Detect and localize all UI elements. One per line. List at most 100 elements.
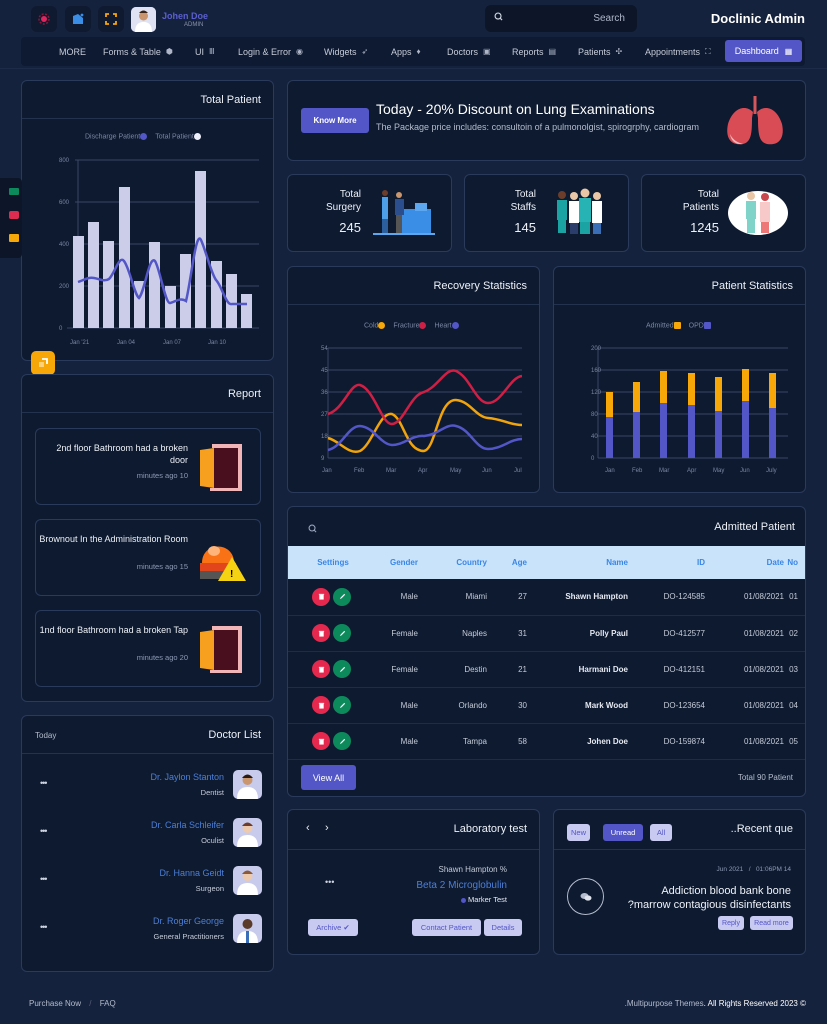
more-options-icon[interactable]: ••• bbox=[40, 826, 48, 836]
svg-text:Jan: Jan bbox=[322, 468, 332, 474]
col-gender[interactable]: Gender bbox=[378, 546, 418, 579]
trash-icon bbox=[318, 594, 324, 600]
fullscreen-button[interactable] bbox=[98, 6, 124, 32]
search-icon[interactable] bbox=[308, 524, 317, 533]
corner-action-button[interactable] bbox=[31, 351, 55, 375]
edit-button[interactable] bbox=[333, 624, 351, 642]
search-input[interactable]: Search bbox=[593, 13, 625, 24]
edit-button[interactable] bbox=[333, 660, 351, 678]
svg-text:May: May bbox=[713, 468, 724, 474]
prev-icon[interactable]: ‹ bbox=[306, 822, 310, 834]
delete-button[interactable] bbox=[312, 696, 330, 714]
more-options-icon[interactable]: ••• bbox=[40, 922, 48, 932]
notification-button[interactable] bbox=[65, 6, 91, 32]
nav-forms-table[interactable]: Forms & Table ⬢ bbox=[103, 37, 173, 66]
reply-button[interactable]: Reply bbox=[718, 916, 744, 930]
svg-text:July: July bbox=[766, 468, 777, 474]
nav-dashboard[interactable]: Dashboard ▦ bbox=[725, 40, 802, 62]
doctor-item[interactable]: ••• Dr. Carla Schleifer Oculist bbox=[22, 818, 273, 858]
view-all-button[interactable]: View All bbox=[301, 765, 356, 790]
col-country[interactable]: Country bbox=[418, 546, 487, 579]
medical-icon: ▣ bbox=[483, 47, 491, 56]
table-row[interactable]: Male Tampa 58 Johen Doe DO-159874 01/08/… bbox=[288, 723, 805, 760]
total-patient-chart: 800 600 400 200 0 Jan '21 Jan 04 Jan 07 Jan 10 bbox=[59, 158, 259, 346]
tab-all[interactable]: All bbox=[650, 824, 672, 841]
briefcase-icon[interactable] bbox=[9, 234, 19, 242]
delete-button[interactable] bbox=[312, 660, 330, 678]
faq-link[interactable]: FAQ bbox=[99, 999, 116, 1008]
read-more-button[interactable]: Read more bbox=[750, 916, 793, 930]
table-row[interactable]: Female Naples 31 Polly Paul DO-412577 01… bbox=[288, 615, 805, 652]
nav-doctors[interactable]: Doctors ▣ bbox=[447, 37, 491, 66]
theme-link[interactable]: .Multipurpose Themes bbox=[624, 999, 704, 1008]
stat-card-staffs: Total Staffs 145 bbox=[464, 174, 629, 252]
lab-test-name[interactable]: Beta 2 Microglobulin bbox=[416, 880, 507, 891]
purchase-now-link[interactable]: Purchase Now bbox=[29, 999, 82, 1008]
nav-widgets[interactable]: Widgets ➶ bbox=[324, 37, 368, 66]
more-options-icon[interactable]: ••• bbox=[40, 778, 48, 788]
search-box[interactable]: Search bbox=[485, 5, 637, 32]
cell-age: 58 bbox=[487, 723, 527, 760]
user-name[interactable]: Johen Doe bbox=[162, 11, 209, 21]
cell-name: Mark Wood bbox=[527, 687, 628, 724]
col-age[interactable]: Age bbox=[487, 546, 527, 579]
doctor-item[interactable]: ••• Dr. Hanna Geidt Surgeon bbox=[22, 866, 273, 906]
nav-reports[interactable]: Reports ▤ bbox=[512, 37, 556, 66]
nav-ui[interactable]: UI Ⅲ bbox=[195, 37, 215, 66]
record-icon: ◉ bbox=[296, 47, 304, 56]
edit-button[interactable] bbox=[333, 587, 351, 606]
door-icon bbox=[200, 626, 242, 673]
nav-patients[interactable]: Patients ✣ bbox=[578, 37, 622, 66]
details-button[interactable]: Details bbox=[484, 919, 522, 936]
settings-button[interactable] bbox=[31, 6, 57, 32]
cell-name: Polly Paul bbox=[527, 615, 628, 652]
report-item[interactable]: 2nd floor Bathroom had a broken door min… bbox=[35, 428, 261, 505]
table-row[interactable]: Male Miami 27 Shawn Hampton DO-124585 01… bbox=[288, 579, 805, 616]
nav-appointments[interactable]: Appointments ⛶ bbox=[645, 37, 711, 66]
doctor-item[interactable]: ••• Dr. Roger George General Practitione… bbox=[22, 914, 273, 954]
more-options-icon[interactable]: ••• bbox=[325, 877, 335, 887]
total-patient-count: Total 90 Patient bbox=[737, 773, 793, 782]
cell-age: 30 bbox=[487, 687, 527, 724]
know-more-button[interactable]: Know More bbox=[301, 108, 369, 133]
chart-legend: Cold Fracture Heart bbox=[364, 322, 459, 329]
doctor-name[interactable]: Dr. Roger George bbox=[152, 916, 224, 926]
money-icon[interactable] bbox=[9, 188, 19, 195]
report-item[interactable]: 1nd floor Bathroom had a broken Tap minu… bbox=[35, 610, 261, 687]
nav-more[interactable]: MORE bbox=[59, 37, 86, 66]
today-filter[interactable]: Today bbox=[35, 731, 57, 740]
doctor-item[interactable]: ••• Dr. Jaylon Stanton Dentist bbox=[22, 770, 273, 810]
col-name[interactable]: Name bbox=[527, 546, 628, 579]
users-icon[interactable] bbox=[9, 211, 19, 219]
col-date[interactable]: Date bbox=[705, 546, 784, 579]
doctor-name[interactable]: Dr. Jaylon Stanton bbox=[150, 772, 224, 782]
delete-button[interactable] bbox=[312, 624, 330, 642]
delete-button[interactable] bbox=[312, 587, 330, 606]
more-options-icon[interactable]: ••• bbox=[40, 874, 48, 884]
report-item[interactable]: Brownout In the Administration Room minu… bbox=[35, 519, 261, 596]
user-avatar[interactable] bbox=[131, 7, 156, 32]
col-settings[interactable]: Settings bbox=[288, 546, 378, 579]
cell-gender: Male bbox=[378, 687, 418, 724]
doctor-role: General Practitioners bbox=[153, 932, 224, 941]
col-no[interactable]: No bbox=[784, 546, 805, 579]
contact-patient-button[interactable]: Contact Patient bbox=[412, 919, 481, 936]
archive-button[interactable]: Archive ✔ bbox=[308, 919, 358, 936]
next-icon[interactable]: › bbox=[325, 822, 329, 834]
edit-button[interactable] bbox=[333, 696, 351, 714]
cell-id: DO-124585 bbox=[628, 579, 705, 616]
delete-button[interactable] bbox=[312, 732, 330, 750]
table-row[interactable]: Female Destin 21 Harmani Doe DO-412151 0… bbox=[288, 651, 805, 688]
tab-new[interactable]: New bbox=[567, 824, 590, 841]
expand-icon bbox=[39, 358, 48, 367]
nav-apps[interactable]: Apps ♦ bbox=[391, 37, 421, 66]
edit-button[interactable] bbox=[333, 732, 351, 750]
doctor-name[interactable]: Dr. Hanna Geidt bbox=[159, 868, 224, 878]
table-row[interactable]: Male Orlando 30 Mark Wood DO-123654 01/0… bbox=[288, 687, 805, 724]
col-id[interactable]: ID bbox=[628, 546, 705, 579]
doctor-name[interactable]: Dr. Carla Schleifer bbox=[150, 820, 224, 830]
patients-illustration-icon bbox=[728, 191, 788, 235]
nav-login-error[interactable]: Login & Error ◉ bbox=[238, 37, 303, 66]
tab-unread[interactable]: Unread bbox=[603, 824, 643, 841]
stat-label: Total bbox=[697, 189, 719, 200]
